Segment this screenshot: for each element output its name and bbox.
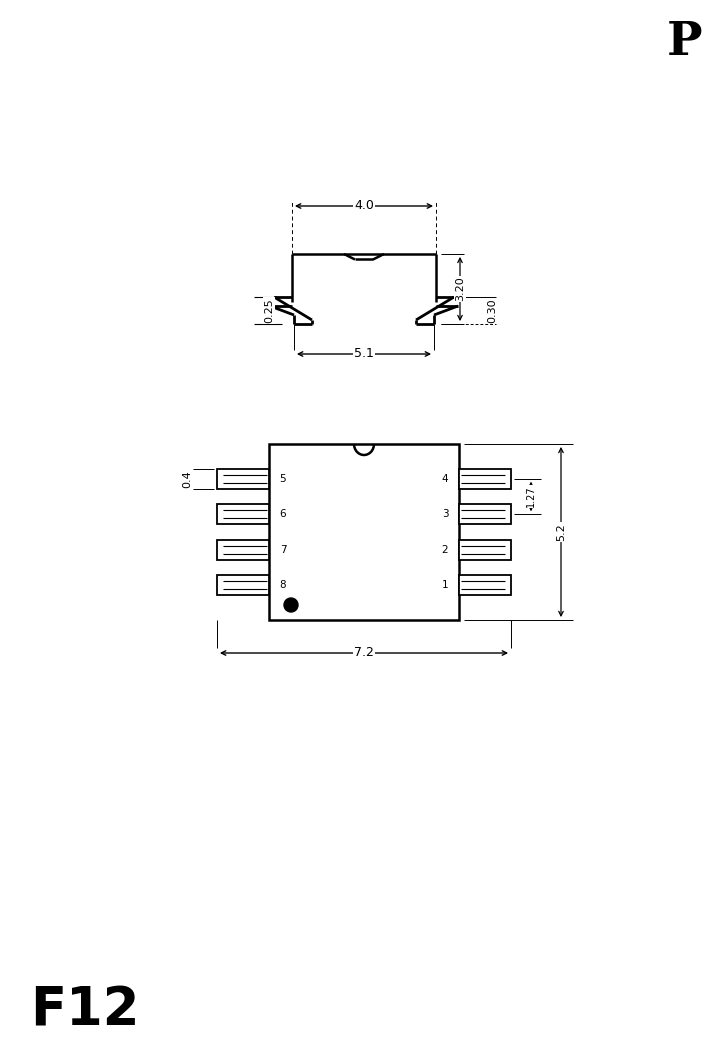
- Text: 2: 2: [442, 545, 448, 554]
- FancyBboxPatch shape: [217, 575, 269, 595]
- Text: 3: 3: [442, 509, 448, 520]
- Text: 0.25: 0.25: [264, 298, 274, 323]
- Text: 1: 1: [442, 581, 448, 590]
- Text: 5.1: 5.1: [354, 347, 374, 361]
- Text: 7: 7: [280, 545, 286, 554]
- Bar: [269, 444, 459, 620]
- FancyBboxPatch shape: [459, 575, 511, 595]
- Text: 6: 6: [280, 509, 286, 520]
- FancyBboxPatch shape: [459, 469, 511, 489]
- Text: 8: 8: [280, 581, 286, 590]
- Text: F12: F12: [30, 984, 140, 1036]
- Text: P: P: [668, 19, 703, 65]
- Text: 1.27: 1.27: [526, 486, 536, 507]
- Text: 4.0: 4.0: [354, 200, 374, 213]
- Text: 7.2: 7.2: [354, 647, 374, 660]
- FancyBboxPatch shape: [217, 540, 269, 560]
- Text: 0.30: 0.30: [487, 298, 497, 323]
- Text: 5.2: 5.2: [556, 523, 566, 541]
- FancyBboxPatch shape: [459, 540, 511, 560]
- Text: 4: 4: [442, 473, 448, 484]
- FancyBboxPatch shape: [217, 504, 269, 524]
- Text: 5: 5: [280, 473, 286, 484]
- Circle shape: [284, 598, 298, 612]
- Text: 0.4: 0.4: [182, 470, 192, 488]
- FancyBboxPatch shape: [459, 504, 511, 524]
- FancyBboxPatch shape: [217, 469, 269, 489]
- Text: 3.20: 3.20: [455, 277, 465, 301]
